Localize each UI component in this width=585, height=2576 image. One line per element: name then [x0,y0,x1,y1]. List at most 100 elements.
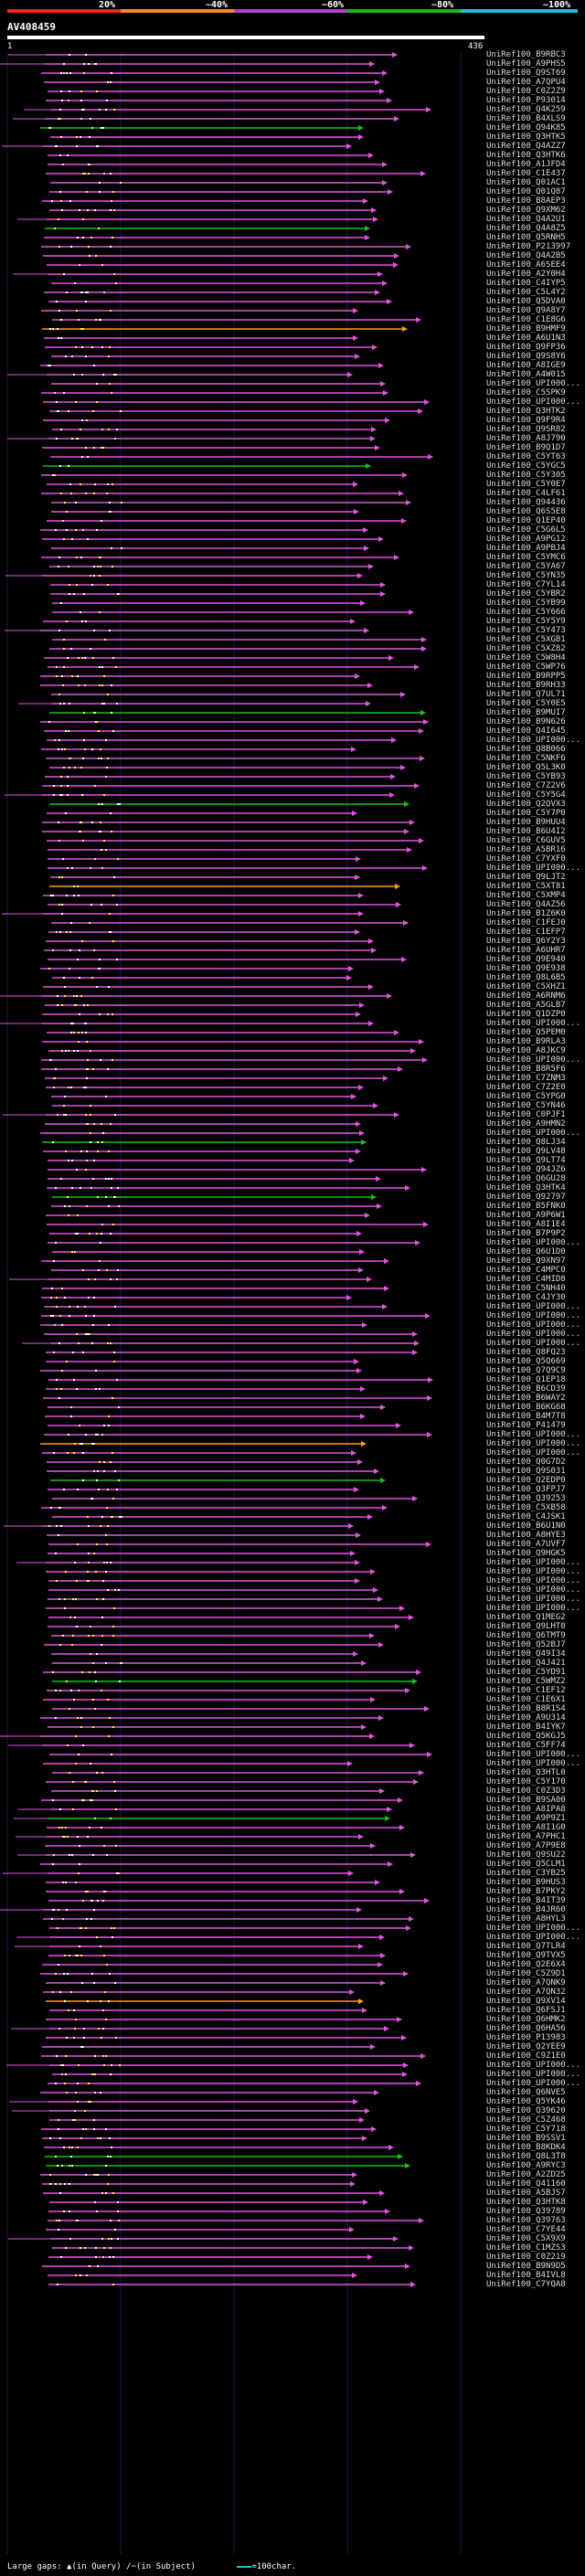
hit-row[interactable] [52,2072,408,2077]
hit-label[interactable]: UniRef100_Q9ST69 [486,68,566,78]
hit-label[interactable]: UniRef100_C5YN46 [486,1100,566,1110]
hit-row[interactable] [48,2081,421,2086]
hit-row[interactable] [48,1405,386,1410]
hit-row[interactable] [51,1267,364,1273]
hit-label[interactable]: UniRef100_C3YB25 [486,1868,566,1878]
hit-label[interactable]: UniRef100_UPI000... [486,378,580,388]
hit-label[interactable]: UniRef100_Q9S8Y6 [486,351,566,361]
hit-label[interactable]: UniRef100_P13983 [486,2032,566,2042]
hit-row[interactable] [44,948,377,953]
hit-row[interactable] [48,902,401,907]
hit-label[interactable]: UniRef100_UPI000... [486,1438,580,1448]
hit-label[interactable]: UniRef100_Q3HTK4 [486,1182,566,1193]
hit-row[interactable] [44,728,424,734]
hit-row[interactable] [43,253,399,259]
hit-row[interactable] [6,2062,409,2068]
hit-label[interactable]: UniRef100_B6WAY2 [486,1393,566,1403]
hit-label[interactable]: UniRef100_Q0G7D2 [486,1457,566,1467]
hit-label[interactable]: UniRef100_B6U1N0 [486,1521,566,1531]
hit-row[interactable] [42,1286,389,1291]
hit-row[interactable] [47,1532,361,1538]
hit-row[interactable] [40,1441,367,1447]
hit-label[interactable]: UniRef100_A7UVF7 [486,1539,566,1549]
hit-row[interactable] [44,655,394,661]
hit-label[interactable]: UniRef100_B8AEP3 [486,196,566,206]
hit-label[interactable]: UniRef100_C5Y5Y9 [486,616,566,626]
hit-row[interactable] [42,1039,424,1044]
hit-label[interactable]: UniRef100_Q4A2U1 [486,214,566,224]
hit-label[interactable]: UniRef100_Q39253 [486,1493,566,1503]
hit-label[interactable]: UniRef100_C0Z219 [486,2252,566,2262]
hit-label[interactable]: UniRef100_Q1DZP0 [486,1009,566,1019]
hit-label[interactable]: UniRef100_C5Y473 [486,625,566,635]
hit-label[interactable]: UniRef100_B4XLS9 [486,113,566,123]
hit-row[interactable] [40,673,360,679]
hit-row[interactable] [48,1423,401,1428]
hit-row[interactable] [42,198,368,204]
hit-label[interactable]: UniRef100_UPI000... [486,1320,580,1330]
hit-row[interactable] [49,207,377,213]
hit-row[interactable] [52,427,377,432]
hit-row[interactable] [44,2145,394,2150]
hit-row[interactable] [46,756,425,761]
hit-row[interactable] [51,1633,375,1638]
hit-row[interactable] [52,1103,378,1108]
hit-row[interactable] [44,235,370,240]
hit-row[interactable] [48,865,428,871]
hit-row[interactable] [43,1697,376,1702]
hit-label[interactable]: UniRef100_B6KG68 [486,1402,566,1412]
hit-label[interactable]: UniRef100_A1JFD4 [486,159,566,169]
hit-row[interactable] [51,920,409,926]
hit-row[interactable] [14,1816,390,1821]
hit-row[interactable] [40,363,384,368]
hit-label[interactable]: UniRef100_B9RPP5 [486,671,566,681]
hit-label[interactable]: UniRef100_Q2E6X4 [486,1959,566,1969]
hit-row[interactable] [48,153,374,158]
hit-row[interactable] [41,2126,377,2132]
hit-label[interactable]: UniRef100_A5GLB7 [486,1000,566,1010]
hit-label[interactable]: UniRef100_Q4K259 [486,104,566,114]
hit-label[interactable]: UniRef100_Q2EDP0 [486,1475,566,1485]
hit-row[interactable] [48,1377,433,1383]
hit-label[interactable]: UniRef100_C5YGC5 [486,461,566,471]
hit-row[interactable] [45,1076,388,1081]
hit-label[interactable]: UniRef100_Q6NVE5 [486,2087,566,2097]
hit-row[interactable] [46,1569,376,1574]
hit-label[interactable]: UniRef100_A9U314 [486,1712,566,1723]
hit-label[interactable]: UniRef100_P41479 [486,1420,566,1430]
hit-row[interactable] [46,2035,407,2041]
hit-label[interactable]: UniRef100_Q3HTK2 [486,406,566,416]
hit-label[interactable]: UniRef100_C5L4Y2 [486,287,566,297]
hit-row[interactable] [43,2190,385,2196]
hit-label[interactable]: UniRef100_B7P9P2 [486,1228,566,1238]
hit-label[interactable]: UniRef100_UPI000... [486,1429,580,1439]
hit-row[interactable] [5,792,395,798]
hit-row[interactable] [47,811,357,816]
hit-label[interactable]: UniRef100_C5XHZ1 [486,981,566,991]
hit-label[interactable]: UniRef100_Q2YEE9 [486,2041,566,2051]
hit-label[interactable]: UniRef100_C5WP76 [486,662,566,672]
hit-label[interactable]: UniRef100_C5Y7P0 [486,808,566,818]
hit-label[interactable]: UniRef100_B9N626 [486,716,566,726]
hit-label[interactable]: UniRef100_Q49I34 [486,1648,566,1659]
hit-row[interactable] [40,125,364,131]
hit-label[interactable]: UniRef100_UPI000... [486,397,580,407]
hit-row[interactable] [51,500,411,505]
hit-label[interactable]: UniRef100_Q9S031 [486,1466,566,1476]
hit-label[interactable]: UniRef100_Q3HTL0 [486,1767,566,1777]
hit-row[interactable] [40,1368,362,1373]
hit-label[interactable]: UniRef100_B9RH33 [486,680,566,690]
hit-label[interactable]: UniRef100_A5BJS7 [486,2188,566,2198]
hit-label[interactable]: UniRef100_C7YQA8 [486,2279,566,2289]
hit-row[interactable] [41,1797,403,1803]
hit-row[interactable] [40,1322,367,1328]
hit-row[interactable] [52,1706,430,1712]
hit-label[interactable]: UniRef100_A7PHC1 [486,1831,566,1841]
hit-label[interactable]: UniRef100_A7P9E8 [486,1840,566,1850]
hit-row[interactable] [49,765,406,770]
hit-label[interactable]: UniRef100_C9Z1E0 [486,2051,566,2061]
hit-label[interactable]: UniRef100_UPI000... [486,1018,580,1028]
hit-row[interactable] [41,1295,352,1300]
hit-label[interactable]: UniRef100_A9PHS5 [486,58,566,69]
hit-label[interactable]: UniRef100_Q9XN97 [486,1256,566,1266]
